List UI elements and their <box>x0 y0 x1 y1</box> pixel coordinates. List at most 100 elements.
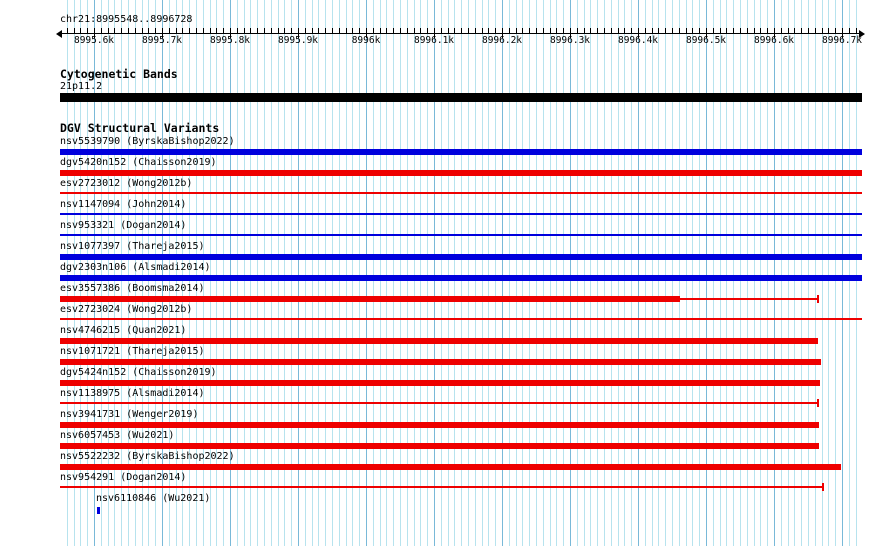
variant-bar[interactable] <box>60 338 818 344</box>
ruler-minor-tick <box>311 28 313 33</box>
gridline-minor <box>508 0 510 546</box>
ruler-minor-tick <box>658 28 660 33</box>
variant-bar[interactable] <box>60 254 862 260</box>
variant-bar[interactable] <box>60 192 862 194</box>
gridline-minor <box>345 0 347 546</box>
gridline-minor <box>549 0 551 546</box>
ruler-minor-tick <box>359 28 361 33</box>
ruler-minor-tick <box>121 28 123 33</box>
ruler-minor-tick <box>325 28 327 33</box>
ruler-minor-tick <box>746 28 748 33</box>
track-label: esv3557386 (Boomsma2014) <box>60 283 205 294</box>
ruler-tick-label: 8995.9k <box>277 35 319 46</box>
gridline-minor <box>291 0 293 546</box>
gridline-minor <box>352 0 354 546</box>
ruler-minor-tick <box>631 28 633 33</box>
ruler-minor-tick <box>87 28 89 33</box>
gridline-minor <box>400 0 401 546</box>
gridline-minor <box>481 0 483 546</box>
gridline-minor <box>468 0 469 546</box>
gridline-minor <box>814 0 816 546</box>
track-label: nsv1147094 (John2014) <box>60 199 187 210</box>
gridline-minor <box>236 0 238 546</box>
ruler-right-arrow-icon <box>859 29 865 38</box>
gridline-minor <box>801 0 803 546</box>
gridline-minor <box>590 0 592 546</box>
gridline-minor <box>488 0 490 546</box>
ruler-tick-label: 8996.6k <box>753 35 795 46</box>
variant-bar[interactable] <box>60 359 821 365</box>
gridline-minor <box>87 0 89 546</box>
track-label: nsv5539790 (ByrskaBishop2022) <box>60 136 235 147</box>
gridline-minor <box>821 0 823 546</box>
variant-bar[interactable] <box>60 318 862 320</box>
gridline-minor <box>576 0 578 546</box>
ruler-minor-tick <box>495 28 497 33</box>
gridline-minor <box>563 0 565 546</box>
variant-end-tick <box>817 295 819 303</box>
ruler-minor-tick <box>107 28 109 33</box>
ruler-minor-tick <box>617 28 619 33</box>
variant-bar[interactable] <box>97 507 100 514</box>
gridline-minor <box>746 0 748 546</box>
gridline-minor <box>427 0 429 546</box>
variant-bar[interactable] <box>60 275 862 281</box>
gridline-minor <box>372 0 374 546</box>
track-label: dgv2303n106 (Alsmadi2014) <box>60 262 211 273</box>
ruler-tick-label: 8995.7k <box>141 35 183 46</box>
gridline-minor <box>332 0 333 546</box>
gridline-minor <box>787 0 789 546</box>
ruler-major-tick <box>774 28 775 38</box>
cytoband-bar[interactable] <box>60 93 862 102</box>
ruler-minor-tick <box>223 28 225 33</box>
gridline-minor <box>141 0 143 546</box>
ruler-minor-tick <box>576 28 578 33</box>
variant-bar[interactable] <box>60 213 862 215</box>
ruler-minor-tick <box>155 28 157 33</box>
ruler-tick-label: 8995.8k <box>209 35 251 46</box>
variant-bar[interactable] <box>60 170 862 176</box>
ruler-minor-tick <box>352 28 354 33</box>
ruler-minor-tick <box>128 28 129 33</box>
gridline-minor <box>760 0 762 546</box>
variant-bar[interactable] <box>60 443 819 449</box>
ruler-minor-tick <box>250 28 252 33</box>
variant-bar[interactable] <box>60 296 680 302</box>
gridline-major <box>502 0 503 546</box>
gridline-major <box>298 0 299 546</box>
track-label: nsv4746215 (Quan2021) <box>60 325 187 336</box>
ruler-minor-tick <box>678 28 680 33</box>
variant-bar[interactable] <box>60 486 823 488</box>
variant-bar[interactable] <box>60 464 841 470</box>
gridline-minor <box>828 0 830 546</box>
variant-bar[interactable] <box>60 402 818 404</box>
ruler-axis-line <box>60 33 860 34</box>
variant-bar[interactable] <box>60 149 862 155</box>
gridline-minor <box>100 0 102 546</box>
ruler-minor-tick <box>277 28 279 33</box>
ruler-minor-tick <box>780 28 782 33</box>
ruler-minor-tick <box>73 28 75 33</box>
gridline-minor <box>597 0 599 546</box>
variant-bar[interactable] <box>60 380 820 386</box>
ruler-minor-tick <box>100 28 102 33</box>
ruler-tick-label: 8995.6k <box>73 35 115 46</box>
ruler-minor-tick <box>597 28 599 33</box>
ruler-major-tick <box>502 28 503 38</box>
track-label: nsv3941731 (Wenger2019) <box>60 409 199 420</box>
ruler-minor-tick <box>624 28 626 33</box>
gridline-minor <box>440 0 442 546</box>
gridline-minor <box>672 0 673 546</box>
ruler-minor-tick <box>644 28 646 33</box>
variant-bar[interactable] <box>60 234 862 236</box>
gridline-minor <box>196 0 197 546</box>
ruler-minor-tick <box>794 28 796 33</box>
variant-bar[interactable] <box>60 422 819 428</box>
gridline-minor <box>780 0 782 546</box>
gridline-minor <box>651 0 653 546</box>
ruler-minor-tick <box>692 28 694 33</box>
ruler-tick-label: 8996.7k <box>821 35 863 46</box>
gridline-minor <box>406 0 408 546</box>
gridline-major <box>366 0 367 546</box>
